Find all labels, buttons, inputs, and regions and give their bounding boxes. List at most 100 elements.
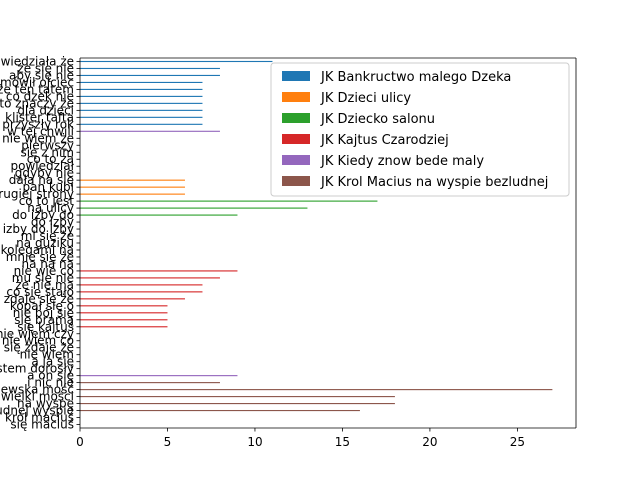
category-label: z kolegami na (0, 243, 74, 257)
category-label: że nie ma (15, 278, 74, 292)
legend-label: JK Bankructwo malego Dzeka (320, 70, 511, 85)
category-label: w tej chwili (7, 124, 74, 138)
bar (80, 81, 203, 83)
category-label: mówił ojciec (0, 75, 74, 89)
legend-label: JK Kajtus Czarodziej (320, 133, 449, 148)
bar (80, 130, 220, 132)
bar (80, 109, 203, 111)
legend-label: JK Dzieci ulicy (320, 91, 411, 106)
category-label: mi się że (21, 229, 74, 243)
category-label: się z nim (20, 145, 74, 159)
category-label: wielki mości (1, 390, 74, 404)
bar (80, 298, 185, 300)
category-label: na guziku (16, 236, 74, 250)
legend-swatch (282, 71, 310, 81)
category-label: kopał się o (10, 299, 74, 313)
legend-swatch (282, 176, 310, 186)
category-label: się maciuś (10, 418, 74, 432)
bar (80, 102, 203, 104)
legend-swatch (282, 113, 310, 123)
bar (80, 214, 238, 216)
category-label: nie wiem że (2, 131, 74, 145)
bar (80, 95, 203, 97)
bar (80, 382, 220, 384)
axes (79, 57, 577, 429)
legend-swatch (282, 134, 310, 144)
category-label: król maciuś (5, 411, 74, 425)
category-label: co dzek nie (6, 89, 74, 103)
bar (80, 403, 395, 405)
bar (80, 193, 185, 195)
bar (80, 270, 238, 272)
category-label: że ten tatem (0, 82, 74, 96)
category-label: się bramą (14, 313, 74, 327)
legend-label: JK Kiedy znow bede maly (320, 154, 484, 169)
category-label: co to za (27, 152, 74, 166)
x-tick-label: 0 (76, 435, 84, 449)
category-label: a on się (27, 369, 74, 383)
legend: JK Bankructwo malego Dzeka JK Dzieci ulic… (270, 62, 570, 197)
category-label: dla dzieci (17, 103, 74, 117)
x-tick-label: 5 (164, 435, 172, 449)
bar (80, 326, 168, 328)
category-label: królewska mość (0, 383, 74, 397)
bar (80, 375, 238, 377)
category-label: to znaczy że (0, 96, 74, 110)
category-label: nie wiem (20, 348, 74, 362)
bar (80, 60, 273, 63)
category-label: że się nie (17, 61, 74, 75)
category-label: powiedziała że (0, 54, 74, 68)
category-label: mu się nie (12, 271, 74, 285)
legend-label: JK Krol Macius na wyspie bezludnej (320, 175, 548, 190)
bar (80, 409, 360, 412)
bar (80, 319, 168, 321)
category-label: nie wie co (14, 264, 74, 278)
bar (80, 123, 203, 125)
category-label: na ulicy (27, 201, 74, 215)
category-label: na na na (21, 257, 74, 271)
category-label: co się stało (6, 285, 74, 299)
bar (80, 200, 378, 202)
category-label: dała na się (9, 173, 74, 187)
bar (80, 396, 395, 398)
bar (80, 305, 168, 307)
category-label: gdyby nie (15, 166, 74, 180)
category-label: pan kubi (22, 180, 74, 194)
category-label: się kajtuś (17, 320, 74, 334)
bar (80, 207, 308, 209)
bar (80, 277, 220, 279)
legend-frame (270, 62, 570, 197)
category-label: nie wiem co (2, 334, 74, 348)
category-label: pierwszy (21, 138, 74, 152)
category-label: na bezludnej wyspie (0, 404, 74, 418)
category-label: izby do izby (3, 222, 74, 236)
bar (80, 179, 185, 181)
category-label: i nic nie (27, 376, 74, 390)
category-label: nie wiem czy (0, 327, 74, 341)
category-label: powiedział (10, 159, 74, 173)
legend-swatch (282, 155, 310, 165)
x-axis-ticks: 0 5 10 15 20 25 (76, 428, 525, 449)
category-label: z drugiej strony (0, 187, 74, 201)
category-label: do izby do (12, 208, 74, 222)
x-tick-label: 10 (247, 435, 262, 449)
x-tick-label: 15 (335, 435, 350, 449)
bar (80, 284, 203, 286)
category-label: aby się nie (9, 68, 74, 82)
bar (80, 291, 203, 293)
bar (80, 389, 553, 391)
category-label: zdaje się że (4, 292, 74, 306)
bar (80, 312, 168, 314)
category-label: na wyspę (17, 397, 74, 411)
category-label: przyszły rok (2, 117, 74, 131)
bars-layer (80, 60, 553, 412)
category-label: co to jest (19, 194, 75, 208)
legend-swatch (282, 92, 310, 102)
category-label: jestem dorosły (0, 362, 74, 376)
category-label: do izby (31, 215, 74, 229)
category-label: mi się zdaje że (0, 341, 74, 355)
category-label: klister tafta (5, 110, 74, 124)
